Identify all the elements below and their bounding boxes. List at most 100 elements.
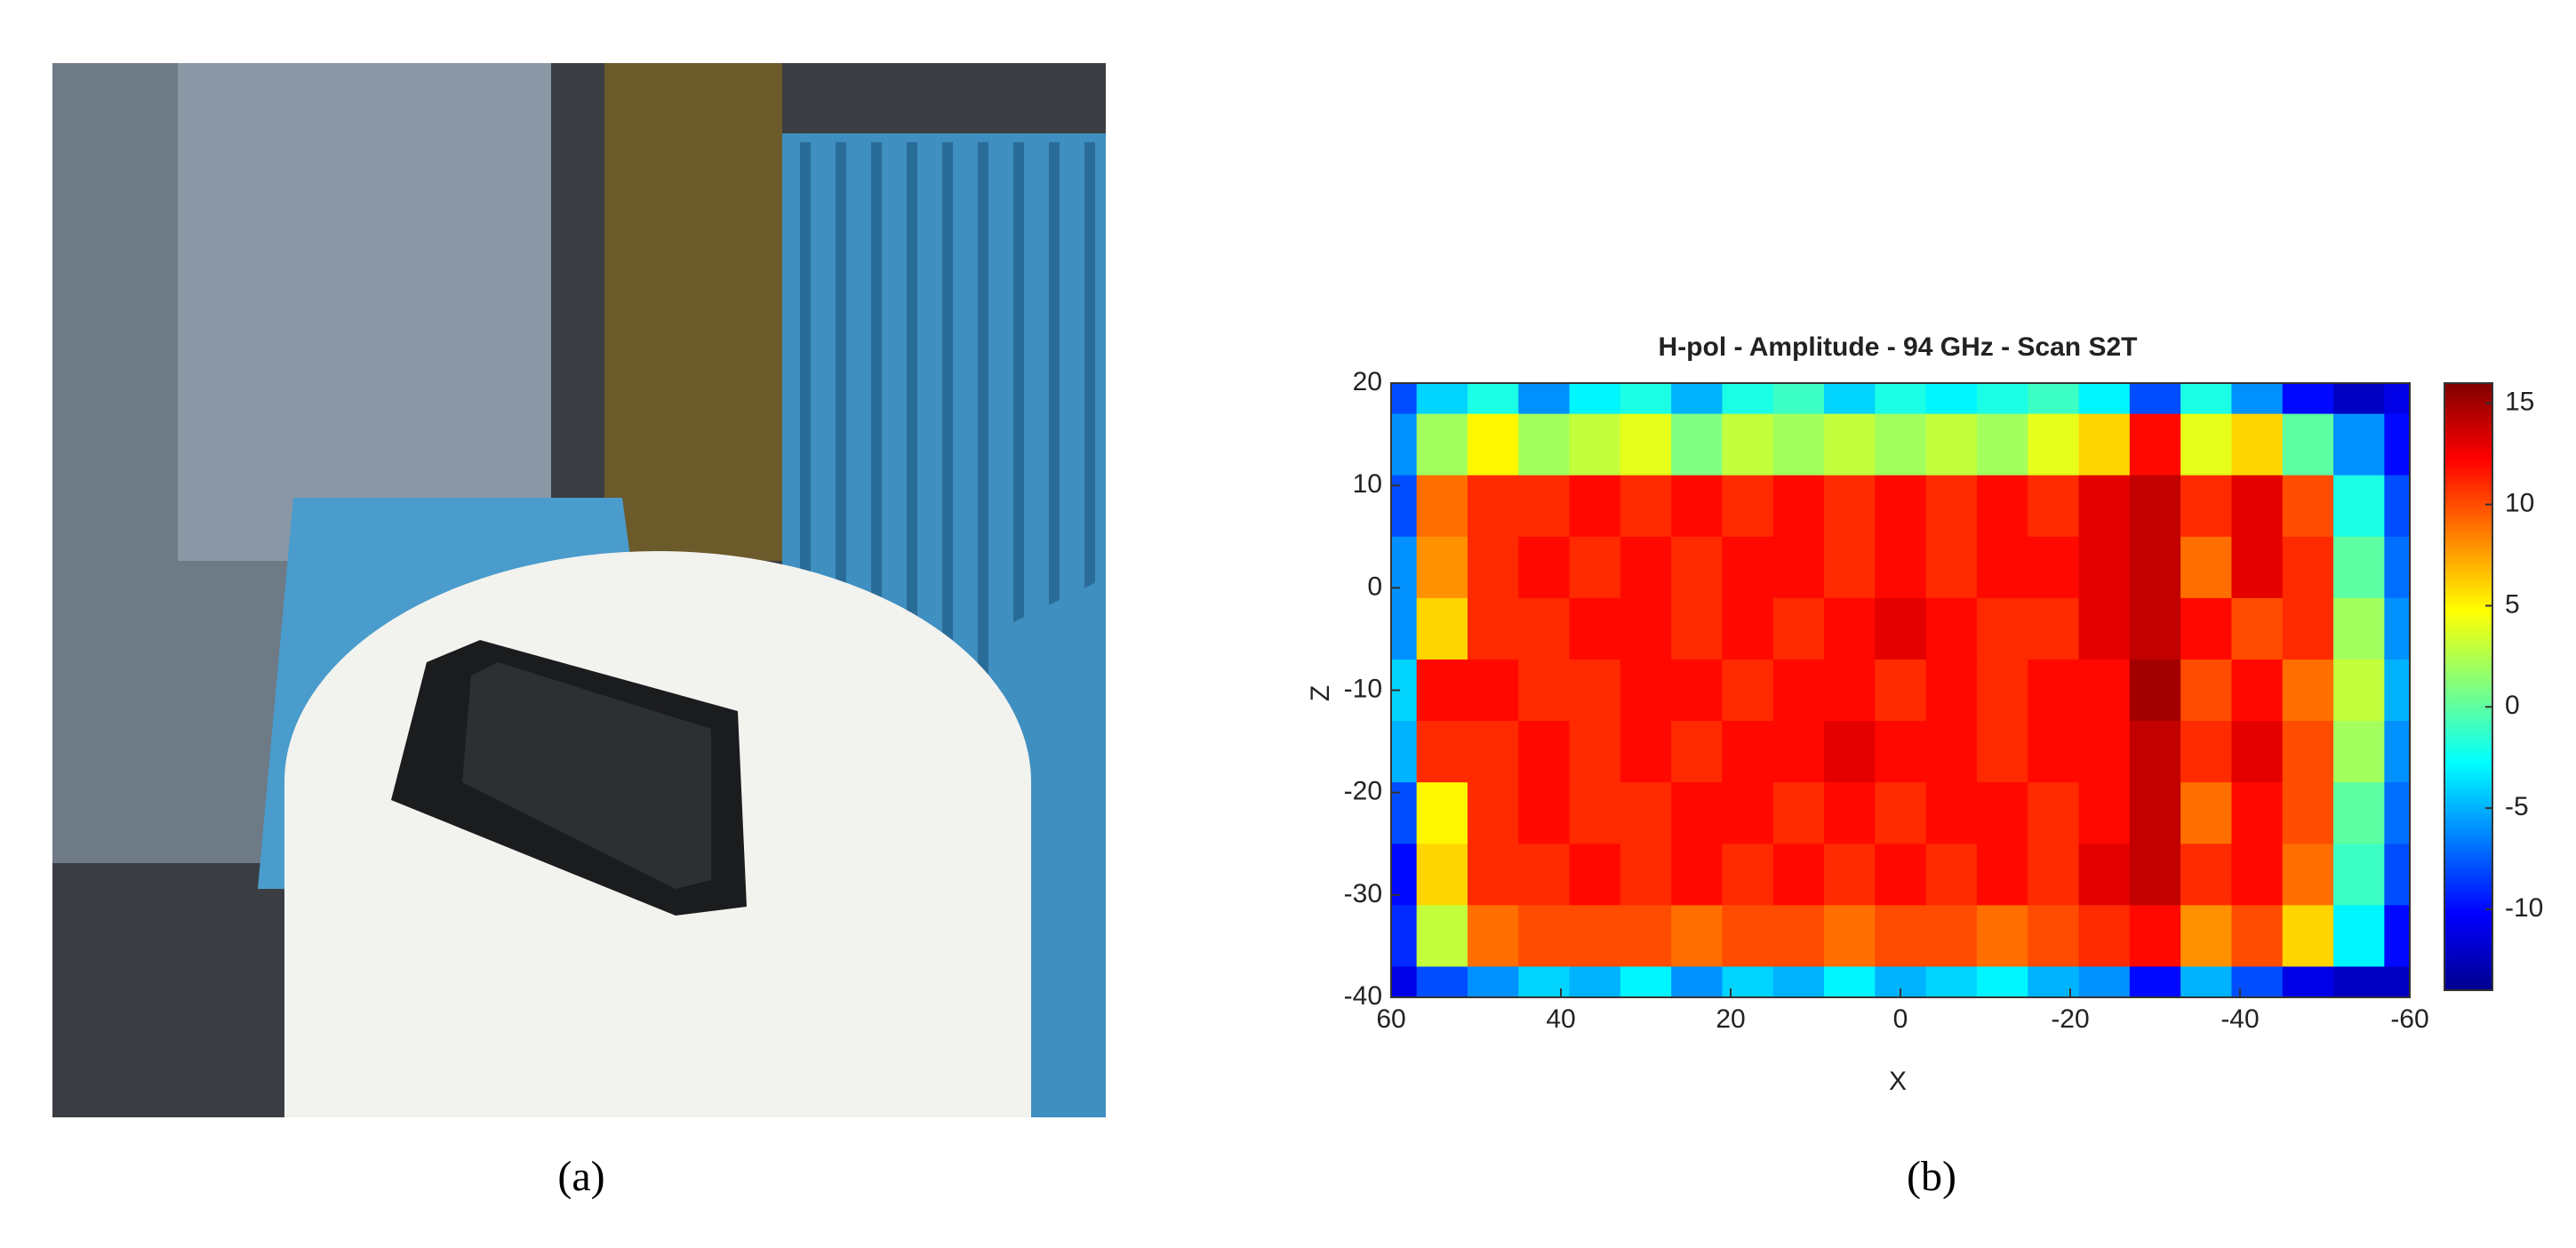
heatmap-cell xyxy=(1925,905,1978,967)
heatmap-cell xyxy=(1976,659,2028,722)
y-tick-label: -20 xyxy=(1344,777,1382,806)
heatmap-cell xyxy=(2078,659,2131,722)
heatmap-cell xyxy=(1772,905,1825,967)
heatmap-cell xyxy=(1772,536,1825,599)
heatmap-cell xyxy=(1976,413,2028,476)
heatmap-cell xyxy=(1671,659,1723,722)
heatmap-cell xyxy=(1416,966,1468,997)
x-tick-label: 60 xyxy=(1376,1004,1405,1034)
heatmap-cell xyxy=(1824,475,1876,538)
heatmap-cell xyxy=(1569,383,1621,415)
heatmap-cell xyxy=(1824,413,1876,476)
heatmap-cell xyxy=(2028,659,2080,722)
heatmap-cell xyxy=(1569,475,1621,538)
heatmap-cell xyxy=(1925,782,1978,844)
heatmap-cell xyxy=(1875,413,1927,476)
heatmap-cell xyxy=(1518,475,1571,538)
heatmap-cell xyxy=(2231,475,2284,538)
heatmap-cell xyxy=(1824,597,1876,660)
heatmap-cell xyxy=(1518,782,1571,844)
heatmap-cell xyxy=(2333,597,2385,660)
colorbar-tick-label: 10 xyxy=(2505,489,2534,518)
heatmap-cell xyxy=(2078,383,2131,415)
heatmap-cell xyxy=(2384,659,2410,722)
heatmap-cell xyxy=(2333,413,2385,476)
heatmap-cell xyxy=(2231,659,2284,722)
heatmap-cell xyxy=(2180,475,2232,538)
y-tick-label: -10 xyxy=(1344,674,1382,703)
heatmap-cell xyxy=(2384,597,2410,660)
heatmap-cell xyxy=(1391,413,1418,476)
heatmap-cell xyxy=(2282,966,2334,997)
heatmap-cell xyxy=(1925,659,1978,722)
heatmap-cell xyxy=(1925,475,1978,538)
heatmap-cell xyxy=(1824,383,1876,415)
heatmap-cell xyxy=(1467,413,1519,476)
heatmap-cell xyxy=(2231,721,2284,783)
heatmap-cell xyxy=(2231,536,2284,599)
heatmap-cell xyxy=(2078,905,2131,967)
heatmap-cell xyxy=(1722,536,1774,599)
x-tick-label: 20 xyxy=(1716,1004,1745,1034)
photo xyxy=(52,63,1106,1117)
heatmap-cell xyxy=(1925,536,1978,599)
heatmap-cell xyxy=(1772,413,1825,476)
x-axis-label: X xyxy=(1889,1067,1907,1096)
heatmap-cell xyxy=(2129,721,2181,783)
heatmap-cell xyxy=(2231,383,2284,415)
heatmap-cell xyxy=(1467,597,1519,660)
heatmap-cell xyxy=(1925,597,1978,660)
x-tick-label: -60 xyxy=(2390,1004,2428,1034)
heatmap-cell xyxy=(2333,383,2385,415)
heatmap-cell xyxy=(1824,844,1876,906)
heatmap-cell xyxy=(2333,782,2385,844)
heatmap-cell xyxy=(2282,782,2334,844)
heatmap-cell xyxy=(2333,844,2385,906)
heatmap-cell xyxy=(1671,844,1723,906)
heatmap-cell xyxy=(1416,413,1468,476)
heatmap-cell xyxy=(1518,383,1571,415)
y-tick-label: 20 xyxy=(1353,367,1382,396)
heatmap-cell xyxy=(1467,782,1519,844)
heatmap-cell xyxy=(2384,383,2410,415)
heatmap-cell xyxy=(2333,659,2385,722)
heatmap-cell xyxy=(2129,383,2181,415)
heatmap-cell xyxy=(2282,536,2334,599)
colorbar-tick-label: 0 xyxy=(2505,691,2520,720)
heatmap-cell xyxy=(2231,597,2284,660)
heatmap-cell xyxy=(1772,966,1825,997)
heatmap-cell xyxy=(1416,905,1468,967)
heatmap-cell xyxy=(2333,966,2385,997)
heatmap-cell xyxy=(1772,782,1825,844)
chart-title: H-pol - Amplitude - 94 GHz - Scan S2T xyxy=(1659,332,2138,362)
colorbar-tick-label: -10 xyxy=(2505,893,2543,923)
heatmap-cell xyxy=(2282,905,2334,967)
heatmap-cell xyxy=(1824,721,1876,783)
heatmap-cell xyxy=(1416,721,1468,783)
heatmap-cell xyxy=(1467,966,1519,997)
heatmap-cell xyxy=(1467,383,1519,415)
heatmap-cell xyxy=(1925,383,1978,415)
heatmap-cell xyxy=(1467,721,1519,783)
heatmap-cell xyxy=(2180,844,2232,906)
heatmap-cell xyxy=(1976,782,2028,844)
heatmap-cell xyxy=(2129,536,2181,599)
heatmap-cell xyxy=(2180,966,2232,997)
heatmap-cell xyxy=(1620,721,1672,783)
heatmap-cell xyxy=(1824,659,1876,722)
heatmap-cell xyxy=(2180,383,2232,415)
heatmap-cell xyxy=(1722,597,1774,660)
heatmap-cell xyxy=(1569,905,1621,967)
heatmap-cell xyxy=(1875,383,1927,415)
heatmap-cell xyxy=(2282,721,2334,783)
heatmap-cell xyxy=(1569,721,1621,783)
y-tick-label: -30 xyxy=(1344,879,1382,908)
heatmap-cell xyxy=(2129,905,2181,967)
heatmap-cell xyxy=(1875,659,1927,722)
heatmap-cell xyxy=(1518,597,1571,660)
heatmap-cell xyxy=(2384,966,2410,997)
heatmap-cell xyxy=(1518,536,1571,599)
heatmap-cell xyxy=(2231,905,2284,967)
heatmap-cell xyxy=(1976,383,2028,415)
heatmap-cell xyxy=(1976,597,2028,660)
